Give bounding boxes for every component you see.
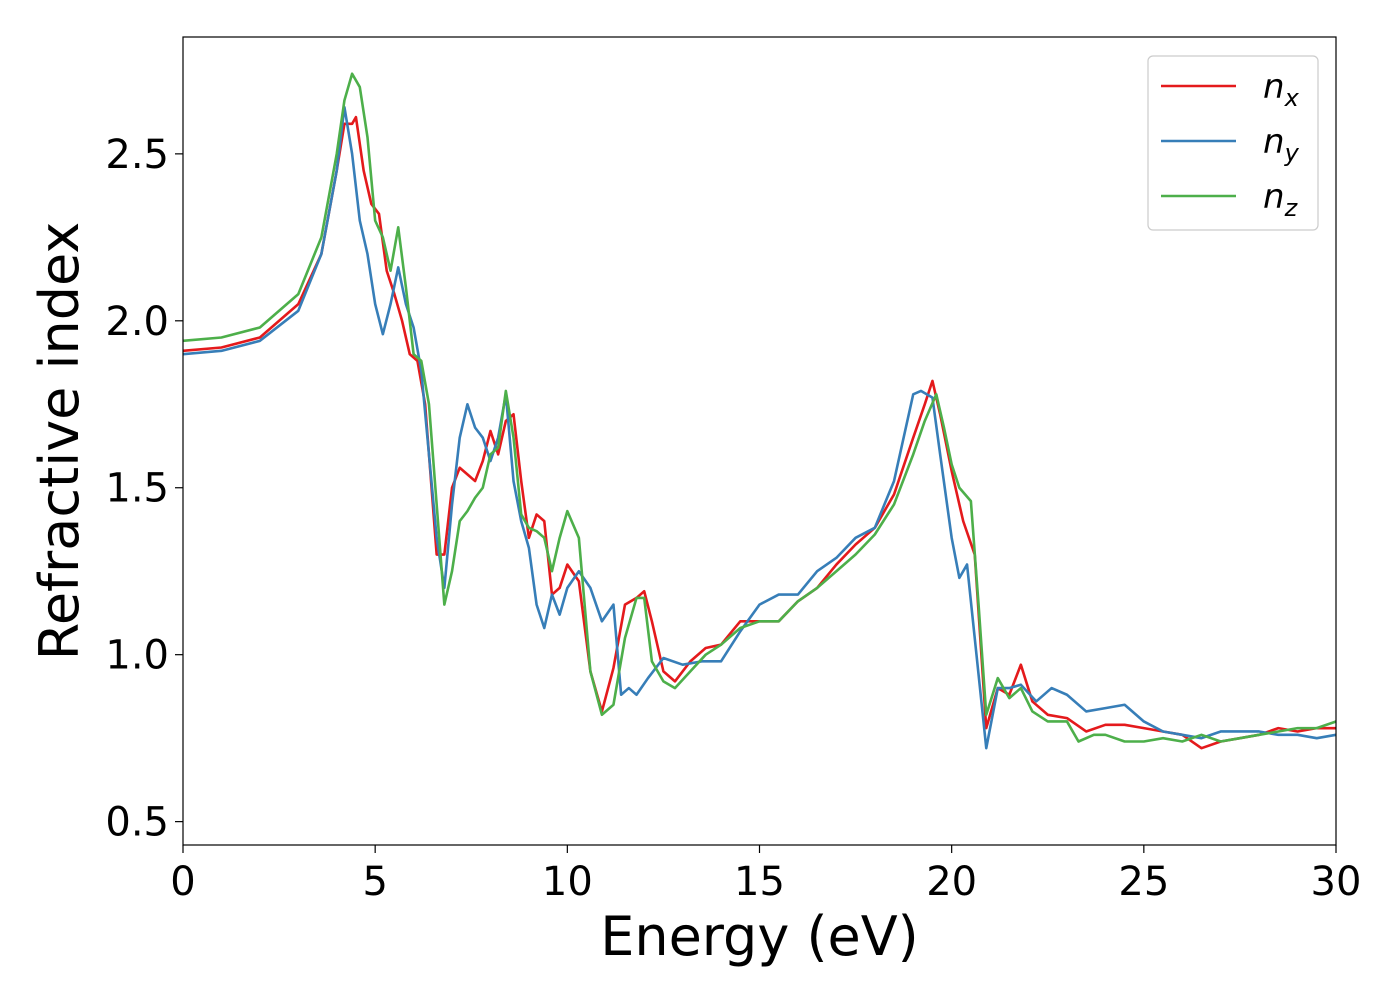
legend: nx ny nz <box>1147 55 1319 231</box>
x-tick-label: 30 <box>1311 859 1362 905</box>
legend-label-x: nx <box>1263 67 1300 112</box>
x-tick-label: 5 <box>362 859 387 905</box>
x-tick-label: 20 <box>926 859 977 905</box>
x-axis-ticks: 0 5 10 15 20 25 30 <box>170 845 1361 905</box>
series-line-x <box>182 115 1336 750</box>
x-tick-label: 10 <box>542 859 593 905</box>
legend-label-z: nz <box>1263 177 1299 222</box>
x-tick-label: 25 <box>1118 859 1169 905</box>
series-line-z <box>182 72 1337 743</box>
series-layer <box>182 72 1337 750</box>
y-tick-label: 0.5 <box>105 800 169 846</box>
y-tick-label: 1.0 <box>105 633 169 679</box>
y-tick-label: 2.5 <box>105 132 169 178</box>
legend-box <box>1147 55 1319 231</box>
y-axis-title: Refractive index <box>28 222 91 661</box>
x-tick-label: 15 <box>734 859 785 905</box>
y-tick-label: 2.0 <box>105 299 169 345</box>
x-axis-title: Energy (eV) <box>600 905 919 968</box>
y-tick-label: 1.5 <box>105 466 169 512</box>
y-axis-ticks: 0.5 1.0 1.5 2.0 2.5 <box>105 132 183 846</box>
legend-label-y: ny <box>1263 122 1300 167</box>
x-tick-label: 0 <box>170 859 195 905</box>
